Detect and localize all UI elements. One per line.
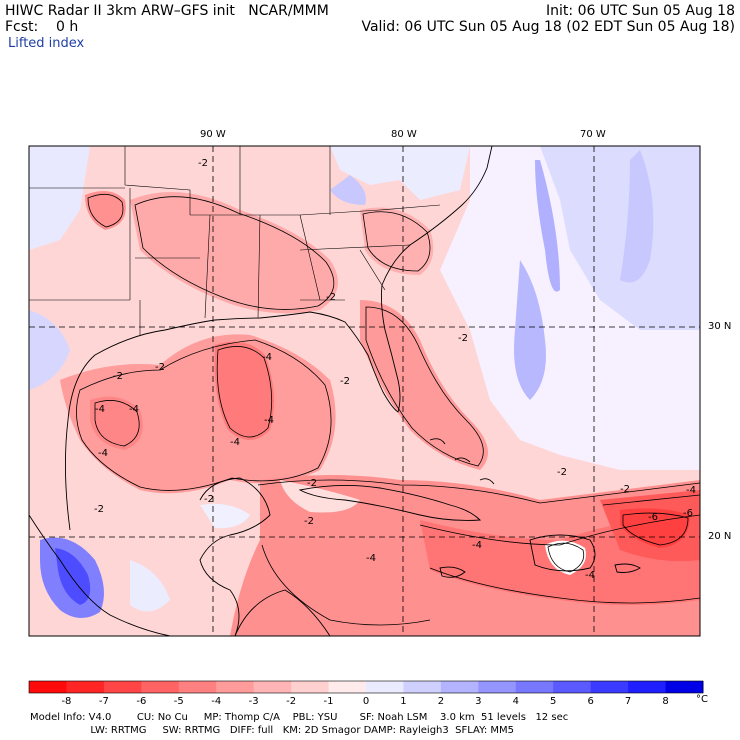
- lon-label-80w: 80 W: [391, 129, 417, 140]
- contour-label: -4: [585, 570, 595, 581]
- contour-label: -2: [155, 362, 165, 373]
- contour-label: -6: [648, 512, 658, 523]
- colorbar-tick-label: -7: [98, 696, 109, 707]
- colorbar-tick-label: 8: [662, 696, 669, 707]
- contour-label: -2: [198, 158, 208, 169]
- colorbar-tick-label: 7: [624, 696, 632, 707]
- contour-label: -2: [204, 494, 214, 505]
- contour-label: -2: [340, 376, 350, 387]
- contour-label: -4: [366, 553, 376, 564]
- colorbar-swatch: [403, 681, 442, 693]
- colorbar-tick-label: -8: [61, 696, 72, 707]
- contour-label: -4: [230, 437, 240, 448]
- contour-label: -2: [304, 516, 314, 527]
- contour-label: -4: [262, 352, 272, 363]
- colorbar-swatch: [66, 681, 105, 693]
- colorbar-swatch: [29, 681, 67, 693]
- lat-label-30n: 30 N: [708, 321, 732, 332]
- contour-label: -4: [98, 448, 108, 459]
- colorbar-tick-label: 6: [587, 696, 594, 707]
- colorbar-swatch: [515, 681, 554, 693]
- colorbar-swatch: [178, 681, 217, 693]
- colorbar-tick-label: 4: [512, 696, 519, 707]
- colorbar-swatch: [103, 681, 142, 693]
- forecast-hour: Fcst: 0 h: [5, 19, 79, 35]
- colorbar-swatch: [141, 681, 180, 693]
- colorbar-tick-label: 1: [400, 696, 407, 707]
- colorbar-tick-label: 2: [437, 696, 445, 707]
- field-name: Lifted index: [8, 36, 85, 51]
- colorbar-tick-label: 0: [362, 696, 370, 707]
- valid-time: Valid: 06 UTC Sun 05 Aug 18 (02 EDT Sun …: [361, 19, 735, 35]
- contour-label: -2: [620, 484, 630, 495]
- contour-label: -6: [683, 508, 693, 519]
- contour-label: -2: [307, 478, 317, 489]
- colorbar-tick-label: 5: [550, 696, 557, 707]
- contour-label: -4: [95, 404, 105, 415]
- colorbar-swatch: [328, 681, 367, 693]
- colorbar: [28, 680, 704, 694]
- colorbar-tick-label: -3: [248, 696, 259, 707]
- init-time: Init: 06 UTC Sun 05 Aug 18: [546, 3, 735, 19]
- colorbar-swatch: [253, 681, 292, 693]
- lat-label-20n: 20 N: [708, 531, 732, 542]
- contour-label: -2: [113, 371, 123, 382]
- map-title: HIWC Radar II 3km ARW–GFS init NCAR/MMM: [5, 3, 329, 19]
- colorbar-swatch: [478, 681, 517, 693]
- colorbar-unit: °C: [696, 694, 708, 705]
- contour-label: -4: [686, 485, 696, 496]
- colorbar-swatch: [291, 681, 330, 693]
- colorbar-swatch: [553, 681, 592, 693]
- colorbar-tick-label: -4: [211, 696, 222, 707]
- colorbar-tick-label: 3: [475, 696, 482, 707]
- colorbar-tick-label: -2: [286, 696, 297, 707]
- colorbar-swatch: [440, 681, 479, 693]
- model-info-line1: Model Info: V4.0 CU: No Cu MP: Thomp C/A…: [30, 712, 569, 723]
- colorbar-swatch: [216, 681, 255, 693]
- colorbar-tick-label: -5: [173, 696, 184, 707]
- model-info-line2: LW: RRTMG SW: RRTMG DIFF: full KM: 2D Sm…: [30, 725, 515, 736]
- contour-label: -2: [326, 292, 336, 303]
- colorbar-swatch: [590, 681, 629, 693]
- contour-label: -2: [458, 333, 468, 344]
- contour-label: -4: [264, 415, 274, 426]
- lon-label-90w: 90 W: [200, 129, 226, 140]
- contour-label: -4: [472, 540, 482, 551]
- lon-label-70w: 70 W: [580, 129, 606, 140]
- contour-label: -2: [557, 467, 567, 478]
- colorbar-swatch: [665, 681, 704, 693]
- colorbar-swatch: [366, 681, 404, 693]
- contour-label: -4: [129, 404, 139, 415]
- colorbar-swatch: [628, 681, 667, 693]
- colorbar-tick-label: -1: [323, 696, 334, 707]
- contour-label: -2: [94, 504, 104, 515]
- colorbar-tick-label: -6: [136, 696, 147, 707]
